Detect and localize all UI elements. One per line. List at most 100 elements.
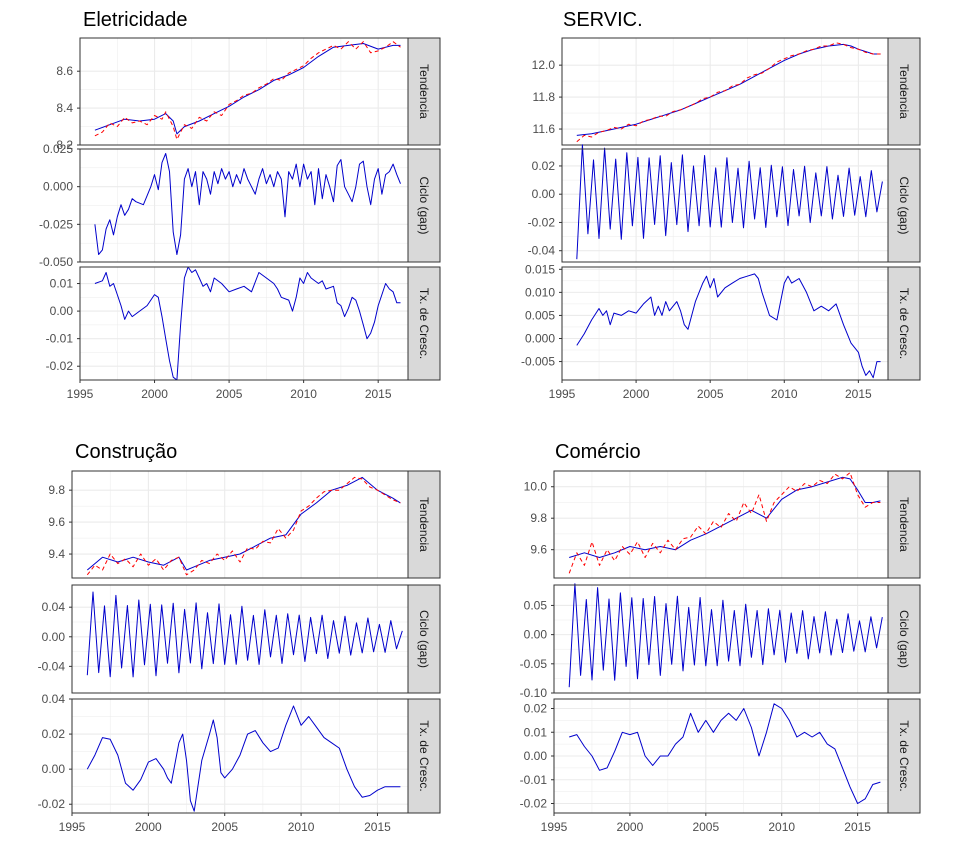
panel-background <box>72 585 408 693</box>
y-tick-label: 9.8 <box>48 483 65 497</box>
y-tick-label: 9.6 <box>48 515 65 529</box>
x-tick-label: 2005 <box>697 387 724 401</box>
panel-tx-de-cresc: -0.02 -0.01 0.00 0.01 Tx. de Cresc. 1995 2000 2… <box>46 266 441 401</box>
y-tick-label: -0.02 <box>46 359 74 373</box>
chart-2: SERVIC. 11.6 11.8 12.0 Tendencia -0.04 -0.02 0.… <box>521 9 921 401</box>
facet-strip-label: Ciclo (gap) <box>417 176 431 234</box>
facet-strip-label: Tx. de Cresc. <box>417 720 431 791</box>
x-tick-label: 2010 <box>768 820 795 834</box>
x-tick-label: 2005 <box>216 387 243 401</box>
x-tick-label: 2000 <box>623 387 650 401</box>
facet-strip <box>407 584 441 694</box>
y-tick-label: 0.04 <box>42 692 66 706</box>
x-tick-label: 2000 <box>617 820 644 834</box>
facet-strip-label: Tendencia <box>417 497 431 552</box>
y-tick-label: 0.005 <box>525 308 555 322</box>
x-tick-label: 2000 <box>135 820 162 834</box>
y-tick-label: 9.8 <box>530 511 547 525</box>
facet-strip-label: Tendencia <box>897 497 911 552</box>
y-tick-label: 8.4 <box>56 101 73 115</box>
y-tick-label: 0.00 <box>524 749 548 763</box>
facet-strip <box>887 584 921 694</box>
facet-strip <box>407 37 441 146</box>
x-tick-label: 2015 <box>364 820 391 834</box>
y-tick-label: -0.025 <box>39 217 73 231</box>
y-tick-label: 0.010 <box>525 285 555 299</box>
y-tick-label: -0.04 <box>38 659 66 673</box>
facet-strip <box>887 37 921 146</box>
panel-ciclo-gap: -0.04 0.00 0.04 Ciclo (gap) <box>38 584 441 694</box>
x-tick-label: 2010 <box>771 387 798 401</box>
x-tick-label: 2000 <box>141 387 168 401</box>
y-tick-label: 0.00 <box>42 762 66 776</box>
x-tick-label: 1995 <box>541 820 568 834</box>
y-tick-label: 0.01 <box>524 725 548 739</box>
trend-series-line <box>576 273 881 379</box>
panel-tendencia: 8.2 8.4 8.6 Tendencia <box>56 37 441 152</box>
panel-ciclo-gap: -0.050 -0.025 0.000 0.025 Ciclo (gap) <box>39 142 441 269</box>
chart-4: Comércio 9.6 9.8 10.0 Tendencia -0.10 -0.05 0.0… <box>520 441 921 834</box>
chart-3: Construção 9.4 9.6 9.8 Tendencia -0.04 0.00 0.0… <box>38 441 441 834</box>
y-tick-label: 0.02 <box>524 702 548 716</box>
panel-background <box>554 471 888 578</box>
y-tick-label: 0.02 <box>532 159 556 173</box>
trend-series-line <box>569 703 881 804</box>
chart-title: Eletricidade <box>83 9 188 31</box>
x-tick-label: 1995 <box>59 820 86 834</box>
y-tick-label: 0.025 <box>43 142 73 156</box>
facet-strip <box>407 266 441 381</box>
chart-title: SERVIC. <box>563 9 643 31</box>
y-tick-label: -0.02 <box>528 215 556 229</box>
trend-series-line <box>576 144 883 260</box>
observed-series-line <box>576 42 881 143</box>
x-tick-label: 2005 <box>692 820 719 834</box>
trend-series-line <box>86 705 401 812</box>
trend-series-line <box>568 583 883 688</box>
facet-strip <box>887 698 921 814</box>
y-tick-label: 10.0 <box>524 480 548 494</box>
observed-series-line <box>86 476 401 576</box>
facet-strip <box>407 148 441 263</box>
y-tick-label: 0.01 <box>50 277 74 291</box>
panel-tendencia: 9.6 9.8 10.0 Tendencia <box>524 470 921 579</box>
x-tick-label: 1995 <box>67 387 94 401</box>
chart-title: Construção <box>75 441 177 463</box>
y-tick-label: 0.05 <box>524 598 548 612</box>
x-tick-label: 2010 <box>290 387 317 401</box>
y-tick-label: -0.04 <box>528 244 556 258</box>
facet-strip-label: Ciclo (gap) <box>417 610 431 668</box>
panel-background <box>72 471 408 578</box>
x-tick-label: 1995 <box>549 387 576 401</box>
facet-strip-label: Tx. de Cresc. <box>897 720 911 791</box>
y-tick-label: -0.01 <box>46 332 74 346</box>
chart-title: Comércio <box>555 441 641 463</box>
y-tick-label: 0.000 <box>43 180 73 194</box>
y-tick-label: 0.000 <box>525 331 555 345</box>
panel-tendencia: 9.4 9.6 9.8 Tendencia <box>48 470 441 579</box>
trend-series-line <box>86 476 401 571</box>
panel-tendencia: 11.6 11.8 12.0 Tendencia <box>532 37 921 146</box>
facet-strip <box>407 470 441 579</box>
facet-strip-label: Tx. de Cresc. <box>417 288 431 359</box>
y-tick-label: 0.00 <box>42 630 66 644</box>
facet-strip-label: Tx. de Cresc. <box>897 288 911 359</box>
y-tick-label: 9.4 <box>48 547 65 561</box>
trend-series-line <box>569 476 881 558</box>
y-tick-label: -0.005 <box>521 355 555 369</box>
panel-ciclo-gap: -0.04 -0.02 0.00 0.02 Ciclo (gap) <box>528 144 921 263</box>
panel-ciclo-gap: -0.10 -0.05 0.00 0.05 Ciclo (gap) <box>520 583 921 700</box>
y-tick-label: 0.04 <box>42 600 66 614</box>
y-tick-label: 8.6 <box>56 64 73 78</box>
y-tick-label: 9.6 <box>530 543 547 557</box>
x-tick-label: 2015 <box>844 820 871 834</box>
facet-strip <box>407 698 441 814</box>
y-tick-label: -0.02 <box>38 797 66 811</box>
trend-series-line <box>86 591 403 678</box>
x-tick-label: 2010 <box>288 820 315 834</box>
facet-strip <box>887 148 921 263</box>
y-tick-label: 0.015 <box>525 262 555 276</box>
y-tick-label: -0.05 <box>520 657 548 671</box>
y-tick-label: -0.050 <box>39 255 73 269</box>
